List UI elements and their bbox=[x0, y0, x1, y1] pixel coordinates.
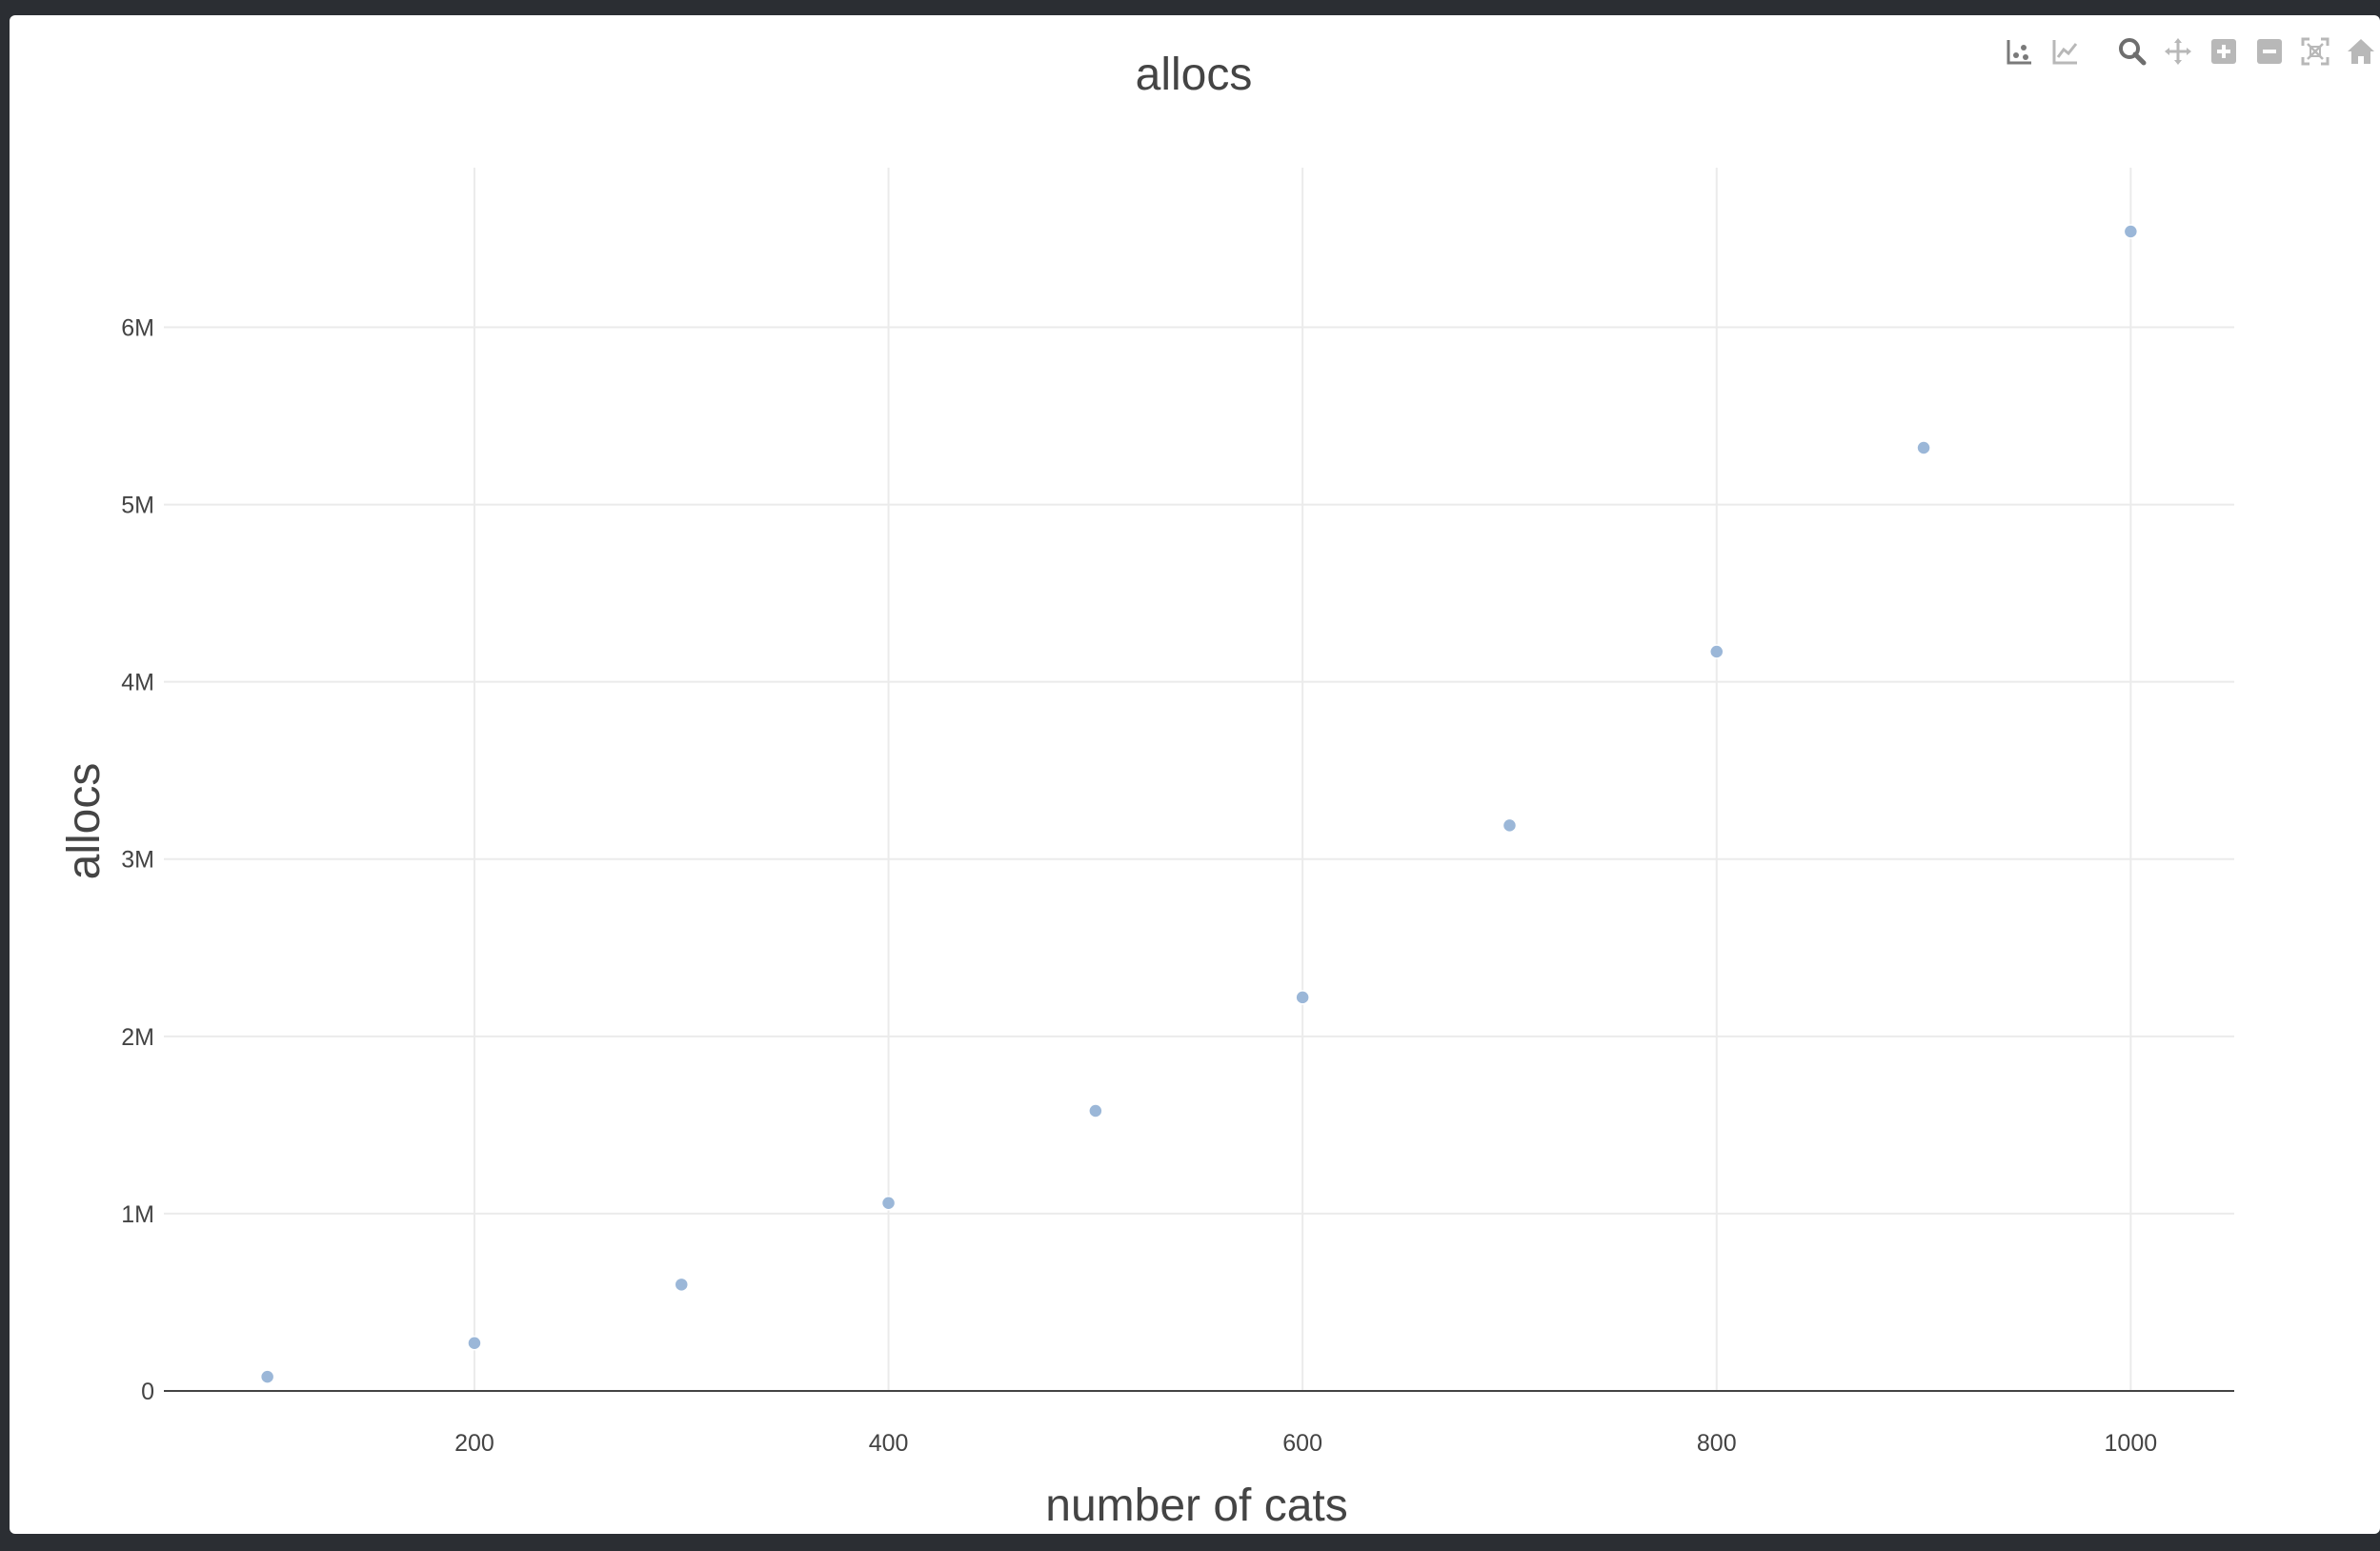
modebar bbox=[1993, 32, 2380, 70]
data-point[interactable] bbox=[1088, 1103, 1103, 1118]
autoscale-icon bbox=[2301, 37, 2330, 66]
autoscale-button[interactable] bbox=[2296, 32, 2334, 70]
x-tick-label: 800 bbox=[1697, 1430, 1737, 1457]
data-points[interactable] bbox=[259, 224, 2139, 1384]
zoom-out-icon bbox=[2257, 39, 2282, 64]
x-tick-label: 200 bbox=[454, 1430, 494, 1457]
y-tick-label: 1M bbox=[121, 1201, 154, 1228]
show-closest-hover-button[interactable] bbox=[2047, 32, 2085, 70]
compare-data-hover-button[interactable] bbox=[2001, 32, 2039, 70]
data-point[interactable] bbox=[1709, 644, 1724, 659]
zoom-in-icon bbox=[2211, 39, 2236, 64]
x-tick-label: 600 bbox=[1282, 1430, 1322, 1457]
pan-icon bbox=[2165, 38, 2191, 65]
y-tick-label: 3M bbox=[121, 847, 154, 874]
x-tick-label: 400 bbox=[869, 1430, 909, 1457]
data-point[interactable] bbox=[1916, 440, 1931, 455]
hover-compare-icon bbox=[2052, 40, 2078, 65]
tick-labels: 200 400 600 800 1000 0 1M 2M 3M 4M 5M 6M bbox=[121, 314, 2157, 1457]
x-tick-label: 1000 bbox=[2105, 1430, 2158, 1457]
zoom-in-button[interactable] bbox=[2205, 32, 2243, 70]
zoom-button[interactable] bbox=[2113, 32, 2151, 70]
pan-button[interactable] bbox=[2159, 32, 2197, 70]
y-tick-label: 5M bbox=[121, 493, 154, 519]
x-axis-title: number of cats bbox=[1045, 1480, 1347, 1531]
chart-title: allocs bbox=[1136, 50, 1253, 100]
plot-window: 200 400 600 800 1000 0 1M 2M 3M 4M 5M 6M allocs num… bbox=[10, 15, 2380, 1534]
data-point[interactable] bbox=[2123, 224, 2139, 239]
zoom-icon bbox=[2119, 38, 2147, 66]
y-tick-label: 4M bbox=[121, 670, 154, 696]
scatter-chart[interactable]: 200 400 600 800 1000 0 1M 2M 3M 4M 5M 6M allocs num… bbox=[10, 15, 2380, 1534]
data-point[interactable] bbox=[674, 1277, 689, 1293]
data-point[interactable] bbox=[467, 1336, 482, 1351]
grid-layer bbox=[164, 168, 2234, 1391]
hover-closest-icon bbox=[2007, 40, 2031, 65]
zoom-out-button[interactable] bbox=[2250, 32, 2289, 70]
home-icon bbox=[2348, 39, 2374, 64]
data-point[interactable] bbox=[259, 1369, 275, 1384]
data-point[interactable] bbox=[1502, 817, 1518, 834]
y-tick-label: 2M bbox=[121, 1024, 154, 1051]
data-point[interactable] bbox=[880, 1195, 897, 1211]
data-point[interactable] bbox=[1295, 990, 1310, 1005]
y-tick-label: 0 bbox=[141, 1379, 154, 1405]
y-tick-label: 6M bbox=[121, 314, 154, 341]
y-axis-title: allocs bbox=[59, 763, 110, 880]
reset-axes-button[interactable] bbox=[2342, 32, 2380, 70]
